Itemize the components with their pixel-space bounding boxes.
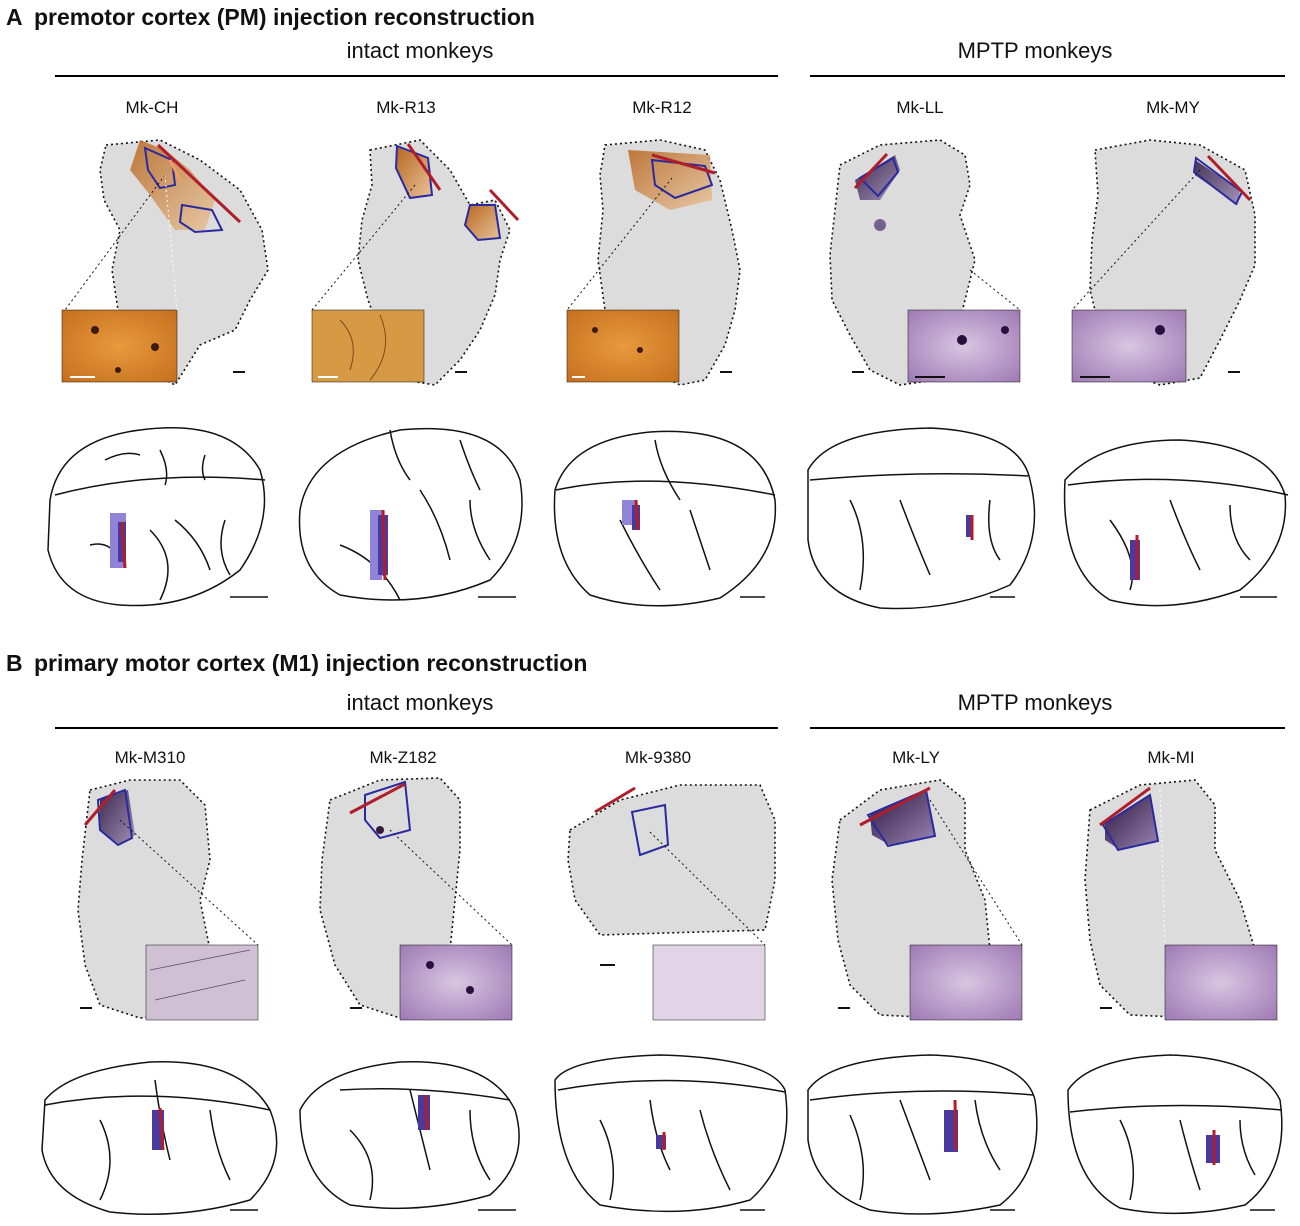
section-mk-ll bbox=[829, 139, 1021, 386]
group-label-intact-b: intact monkeys bbox=[346, 690, 494, 715]
brain-mk-r13-injection bbox=[370, 509, 388, 581]
section-mk-r13 bbox=[311, 139, 520, 386]
group-rule-mptp-b bbox=[810, 727, 1285, 729]
brain-mk-9380-injection bbox=[656, 1132, 666, 1150]
case-label-mk-m310: Mk-M310 bbox=[114, 748, 186, 767]
group-rule-intact-b bbox=[55, 727, 778, 729]
brain-mk-ch-injection bbox=[110, 513, 127, 569]
case-label-mk-ly: Mk-LY bbox=[892, 748, 940, 767]
section-mk-r12 bbox=[566, 139, 741, 386]
brain-mk-r13 bbox=[298, 427, 523, 601]
brain-mk-z182-injection bbox=[418, 1094, 430, 1131]
panel-letter-a: A bbox=[6, 4, 23, 30]
brain-mk-r12-injection bbox=[622, 499, 640, 531]
brain-mk-m310-injection bbox=[152, 1107, 165, 1151]
group-rule-mptp-a bbox=[810, 75, 1285, 77]
section-mk-my bbox=[1071, 139, 1256, 386]
brain-mk-ly bbox=[807, 1054, 1038, 1215]
brain-mk-ll bbox=[807, 427, 1036, 610]
brain-mk-ll-injection bbox=[966, 515, 974, 540]
brain-mk-ly-injection bbox=[944, 1099, 958, 1152]
section-mk-9380 bbox=[567, 784, 776, 1021]
brain-mk-my bbox=[1063, 439, 1289, 607]
brain-mk-ch bbox=[47, 427, 268, 607]
case-label-mk-ll: Mk-LL bbox=[896, 98, 944, 117]
brain-mk-z182 bbox=[299, 1060, 520, 1211]
brain-mk-mi-injection bbox=[1206, 1130, 1220, 1165]
section-mk-ly bbox=[831, 779, 1023, 1021]
section-mk-mi bbox=[1084, 779, 1278, 1021]
case-label-mk-9380: Mk-9380 bbox=[624, 748, 692, 767]
section-mk-ch bbox=[61, 139, 269, 387]
brain-mk-my-injection bbox=[1130, 535, 1140, 580]
group-rule-intact-a bbox=[55, 75, 778, 77]
section-mk-m310 bbox=[77, 779, 259, 1021]
case-label-mk-my: Mk-MY bbox=[1146, 98, 1200, 117]
panel-letter-b: B bbox=[6, 650, 23, 676]
panel-b-heading: primary motor cortex (M1) injection reco… bbox=[34, 650, 588, 676]
brain-mk-mi bbox=[1067, 1054, 1283, 1215]
group-label-mptp-a: MPTP monkeys bbox=[957, 38, 1113, 63]
brain-mk-r12 bbox=[553, 430, 777, 607]
case-label-mk-r13: Mk-R13 bbox=[376, 98, 436, 117]
brain-mk-9380 bbox=[554, 1054, 788, 1213]
panel-a-heading: premotor cortex (PM) injection reconstru… bbox=[34, 4, 535, 30]
section-mk-z182 bbox=[319, 777, 513, 1021]
case-label-mk-r12: Mk-R12 bbox=[632, 98, 692, 117]
case-label-mk-mi: Mk-MI bbox=[1147, 748, 1195, 767]
group-label-mptp-b: MPTP monkeys bbox=[957, 690, 1113, 715]
group-label-intact-a: intact monkeys bbox=[346, 38, 494, 63]
case-label-mk-ch: Mk-CH bbox=[125, 98, 179, 117]
case-label-mk-z182: Mk-Z182 bbox=[369, 748, 437, 767]
brain-mk-m310 bbox=[41, 1060, 278, 1215]
